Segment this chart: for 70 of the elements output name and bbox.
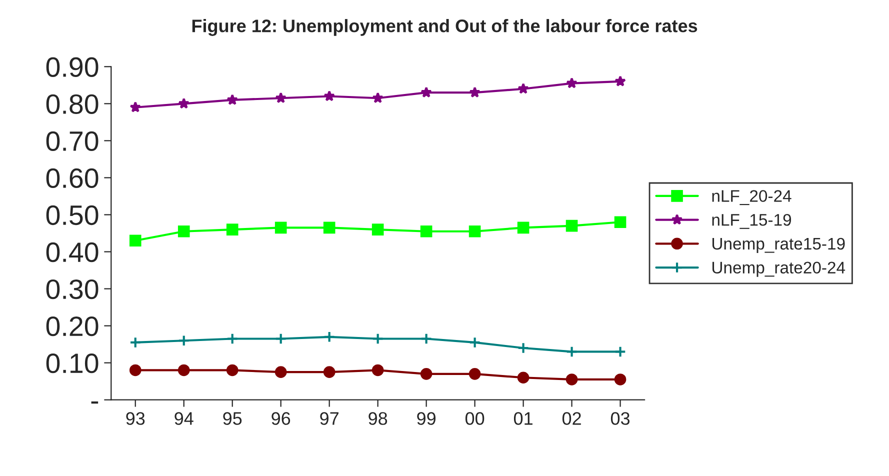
point (420, 332, 432, 345)
point (275, 92, 287, 104)
point (226, 224, 238, 236)
x-tick-label: 98 (368, 412, 388, 425)
point (468, 225, 481, 238)
point (614, 374, 626, 386)
point (518, 82, 529, 94)
point (566, 374, 578, 386)
point (566, 77, 578, 88)
point (274, 366, 287, 378)
point (469, 86, 480, 98)
point (129, 336, 142, 348)
point (178, 225, 190, 238)
y-tick-label: 0.80 (46, 94, 98, 114)
point (420, 86, 432, 98)
point (468, 336, 481, 348)
point (323, 222, 336, 234)
point (468, 368, 481, 380)
y-tick-label: 0.10 (46, 353, 98, 374)
x-tick-label: 99 (417, 412, 436, 425)
x-tick-label: 03 (610, 412, 630, 425)
point (226, 332, 238, 345)
point (324, 90, 336, 102)
x-tick-label: 01 (514, 412, 532, 425)
x-tick-label: 96 (272, 412, 290, 425)
x-tick-label: 95 (223, 412, 242, 425)
point (614, 346, 626, 358)
point (129, 364, 142, 376)
legend-label: Unemp_rate15-19 (712, 238, 845, 253)
legend-label: Unemp_rate20-24 (712, 262, 846, 277)
point (274, 332, 287, 345)
point (372, 332, 384, 345)
point (372, 224, 384, 236)
point (614, 216, 626, 228)
point (420, 225, 432, 238)
point (372, 92, 384, 104)
point (566, 346, 578, 358)
y-tick-label: 0.90 (46, 57, 98, 77)
y-tick-label: 0.60 (46, 168, 98, 188)
y-tick-label: 0.40 (46, 242, 98, 262)
point (614, 76, 626, 86)
point (517, 372, 530, 384)
point (226, 94, 238, 105)
point (226, 364, 238, 376)
point (566, 220, 578, 232)
point (178, 334, 190, 347)
x-tick-label: 93 (126, 412, 145, 425)
point (178, 364, 190, 376)
x-tick-label: 00 (465, 412, 484, 425)
point (420, 368, 432, 380)
point (274, 222, 287, 234)
x-tick-label: 97 (320, 412, 338, 425)
y-tick-label: 0.30 (46, 279, 98, 300)
y-tick-label: - (91, 401, 98, 404)
legend-label: nLF_15-19 (712, 214, 792, 229)
point (517, 222, 530, 234)
y-tick-label: 0.50 (46, 205, 98, 226)
chart-title: Figure 12: Unemployment and Out of the labour force rates (192, 19, 698, 36)
x-tick-label: 94 (174, 412, 194, 425)
point (517, 342, 530, 354)
point (323, 366, 336, 378)
point (178, 98, 190, 109)
point (372, 364, 384, 376)
y-tick-label: 0.20 (46, 316, 98, 336)
point (323, 330, 336, 343)
point (129, 234, 142, 247)
point (130, 101, 142, 112)
legend-label: nLF_20-24 (712, 190, 792, 206)
x-tick-label: 02 (562, 412, 581, 425)
y-tick-label: 0.70 (46, 131, 98, 152)
